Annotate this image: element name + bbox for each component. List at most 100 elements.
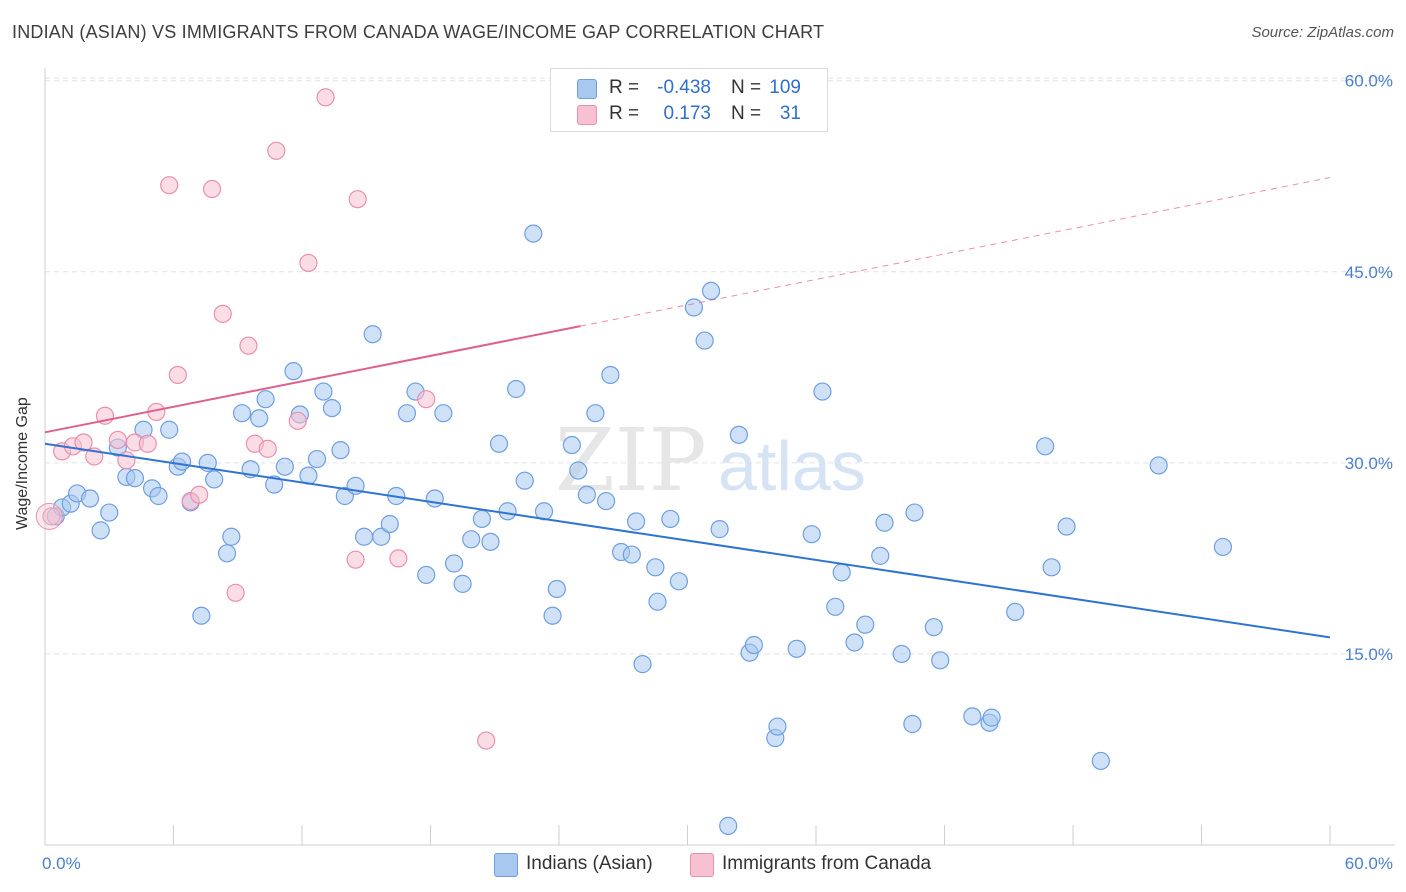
series-2-points <box>42 86 579 750</box>
data-point <box>543 606 562 625</box>
data-point <box>355 527 374 546</box>
data-point <box>372 527 391 546</box>
data-point <box>1042 558 1061 577</box>
legend-label: Immigrants from Canada <box>722 853 932 874</box>
data-point <box>710 520 729 539</box>
legend: Indians (Asian) Immigrants from Canada <box>0 852 1406 878</box>
data-point <box>160 176 179 195</box>
trend-line-extension-series-2 <box>580 177 1331 327</box>
r-label: R = <box>609 77 640 98</box>
data-point <box>695 331 714 350</box>
n-value: 109 <box>769 77 801 98</box>
data-point <box>91 521 110 540</box>
axes <box>44 68 1395 846</box>
data-point <box>314 382 333 401</box>
data-point <box>417 565 436 585</box>
data-point <box>601 365 620 385</box>
data-point <box>316 88 335 107</box>
y-tick-label: 15.0% <box>1345 645 1393 664</box>
stats-box: R = -0.438 N = 109 R = 0.173 N = 31 <box>550 68 828 132</box>
data-point <box>1091 751 1110 771</box>
data-point <box>213 304 232 323</box>
data-point <box>515 471 534 490</box>
data-point <box>363 325 382 344</box>
data-point <box>577 485 596 504</box>
data-point <box>963 707 982 726</box>
legend-label: Indians (Asian) <box>526 853 653 874</box>
n-value: 31 <box>779 103 801 124</box>
data-point <box>622 545 641 564</box>
n-label: N = <box>731 77 762 98</box>
data-point <box>462 530 481 549</box>
data-point <box>701 281 721 301</box>
data-point <box>498 502 517 521</box>
data-point-cluster <box>35 502 63 530</box>
data-point <box>813 382 832 401</box>
x-tick-label: 60.0% <box>1345 854 1393 873</box>
data-point <box>787 639 806 658</box>
data-point <box>507 379 526 399</box>
data-point <box>202 179 222 199</box>
data-point <box>125 469 145 488</box>
chart-title: INDIAN (ASIAN) VS IMMIGRANTS FROM CANADA… <box>12 22 825 42</box>
data-point <box>307 449 327 469</box>
data-point <box>172 452 192 471</box>
data-point <box>232 404 252 423</box>
data-point <box>524 224 543 243</box>
data-point <box>924 618 943 637</box>
data-point <box>905 503 924 522</box>
data-point <box>719 816 738 835</box>
data-point <box>389 549 408 568</box>
data-point <box>160 420 179 439</box>
stats-row-series-1: R = -0.438 N = 109 <box>551 75 827 101</box>
data-point <box>417 390 436 409</box>
data-point <box>267 141 286 160</box>
data-point <box>547 579 566 599</box>
data-point <box>256 390 275 409</box>
gridlines <box>45 77 1395 655</box>
source-credit: Source: ZipAtlas.com <box>1251 24 1394 41</box>
data-point <box>892 644 911 664</box>
r-label: R = <box>609 103 640 124</box>
data-point <box>346 550 365 569</box>
watermark-zip: ZIP <box>555 411 707 511</box>
data-point <box>192 606 211 625</box>
data-point <box>586 404 605 423</box>
r-value: -0.438 <box>657 77 711 98</box>
stats-swatch-series-2 <box>577 105 597 125</box>
data-point <box>275 457 294 476</box>
data-point <box>931 651 950 670</box>
y-tick-label: 45.0% <box>1345 263 1393 282</box>
data-point <box>729 425 749 444</box>
y-tick-label: 60.0% <box>1345 72 1393 91</box>
data-point <box>562 435 581 455</box>
data-point <box>331 441 350 460</box>
data-point <box>569 461 588 480</box>
data-point <box>669 572 689 591</box>
r-value: 0.173 <box>663 103 711 124</box>
data-point <box>348 190 367 209</box>
data-point <box>380 514 399 534</box>
legend-swatch-indians-asian <box>494 853 518 877</box>
trend-line-series-2 <box>44 325 581 434</box>
data-point <box>802 525 821 544</box>
data-point <box>768 717 787 736</box>
data-point <box>138 434 157 453</box>
data-point <box>425 489 444 508</box>
data-point <box>845 633 864 652</box>
data-point <box>472 509 491 529</box>
data-point <box>265 475 284 494</box>
data-point <box>684 298 704 317</box>
data-point <box>100 503 119 522</box>
data-point <box>1057 517 1076 536</box>
data-point <box>299 253 318 272</box>
data-point <box>288 411 307 430</box>
data-point <box>205 470 224 489</box>
data-point <box>871 546 890 565</box>
data-point <box>42 507 61 526</box>
data-point <box>832 563 851 582</box>
trend-line-series-1 <box>44 442 1331 639</box>
legend-swatch-immigrants-canada <box>690 853 714 877</box>
y-tick-label: 30.0% <box>1345 454 1393 473</box>
